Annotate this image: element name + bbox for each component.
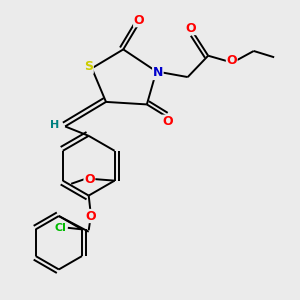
Text: O: O xyxy=(134,14,144,27)
Text: H: H xyxy=(50,120,59,130)
Text: O: O xyxy=(85,209,96,223)
Text: N: N xyxy=(153,67,163,80)
Text: O: O xyxy=(226,54,237,67)
Text: Cl: Cl xyxy=(54,223,66,233)
Text: O: O xyxy=(162,115,172,128)
Text: O: O xyxy=(84,172,95,186)
Text: O: O xyxy=(186,22,196,34)
Text: S: S xyxy=(84,60,93,73)
